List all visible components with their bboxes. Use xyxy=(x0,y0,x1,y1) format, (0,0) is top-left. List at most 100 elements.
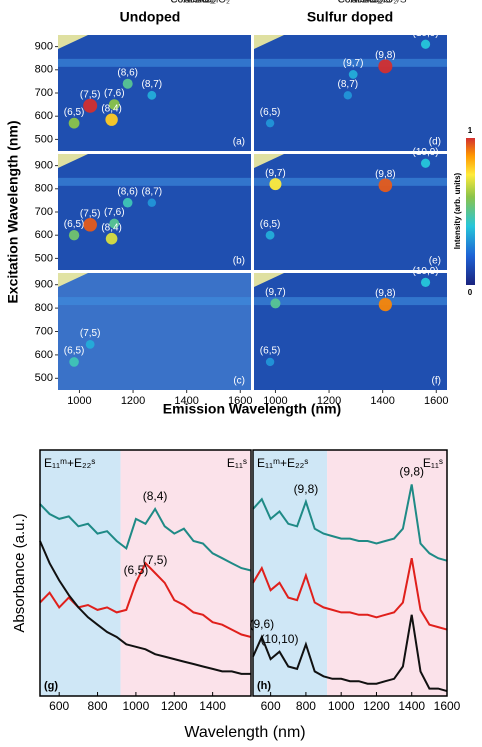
map-background xyxy=(254,273,447,390)
spot-label: (6,5) xyxy=(64,219,85,230)
scatter-corner xyxy=(58,35,88,49)
y-tick-label: 500 xyxy=(35,372,53,384)
spot-label: (8,7) xyxy=(142,79,163,90)
spot-label: (9,8) xyxy=(375,169,396,180)
series-label: CoN/SiO₂ xyxy=(170,0,213,6)
panel-label: (a) xyxy=(233,137,245,148)
x-tick-label: 1200 xyxy=(363,699,390,713)
y-tick-label: 600 xyxy=(35,229,53,241)
spot-label: (8,6) xyxy=(117,186,138,197)
y-axis-title: Excitation Wavelength (nm) xyxy=(5,120,21,303)
spot-label: (8,7) xyxy=(338,79,359,90)
x-axis-title: Emission Wavelength (nm) xyxy=(163,401,341,417)
spot-label: (9,7) xyxy=(265,287,286,298)
x-tick-label: 1200 xyxy=(161,699,188,713)
x-tick-label: 800 xyxy=(88,699,108,713)
map-band xyxy=(58,177,251,186)
y-axis-title: Absorbance (a.u.) xyxy=(11,513,28,632)
pl-spot xyxy=(420,39,431,49)
map-band xyxy=(254,177,447,186)
spot-label: (7,5) xyxy=(80,208,101,219)
pl-spot xyxy=(265,230,275,240)
pl-spot xyxy=(265,357,275,367)
y-tick-label: 700 xyxy=(35,325,53,337)
region xyxy=(40,450,121,696)
pl-spot xyxy=(270,298,281,309)
y-tick-label: 500 xyxy=(35,252,53,264)
spot-label: (10,9) xyxy=(412,266,438,277)
spot-label: (10,9) xyxy=(412,28,438,39)
map-background xyxy=(58,154,251,270)
spot-label: (9,7) xyxy=(343,58,364,69)
x-tick-label: 1000 xyxy=(67,395,91,407)
pl-spot xyxy=(265,118,275,128)
spot-label: (6,5) xyxy=(64,346,85,357)
spot-label: (8,4) xyxy=(101,103,122,114)
x-tick-label: 1000 xyxy=(263,395,287,407)
y-tick-label: 900 xyxy=(35,41,53,53)
pl-spot xyxy=(108,99,120,110)
spot-label: (8,4) xyxy=(101,222,122,233)
spot-label: (8,7) xyxy=(142,186,163,197)
spectrum-line xyxy=(252,484,448,562)
colorbar-tick-label: 1 xyxy=(468,126,473,135)
scatter-corner xyxy=(58,154,88,168)
y-tick-label: 500 xyxy=(35,133,53,145)
pl-spot xyxy=(105,232,118,245)
plot-frame xyxy=(252,449,448,697)
region-label: E₁₁ˢ xyxy=(227,456,247,470)
colorbar-title: Intensity (arb. units) xyxy=(453,172,462,249)
spectrum-line xyxy=(39,540,251,675)
peak-label: (9,8) xyxy=(294,482,319,496)
x-tick-label: 1400 xyxy=(370,395,394,407)
map-background xyxy=(58,273,251,390)
scatter-corner xyxy=(254,273,284,287)
y-tick-label: 900 xyxy=(35,160,53,172)
spectrum-line xyxy=(39,503,252,572)
pl-spot xyxy=(122,197,133,208)
pl-spot xyxy=(83,98,98,113)
y-tick-label: 800 xyxy=(35,183,53,195)
region xyxy=(253,450,328,696)
peak-label: (8,4) xyxy=(143,489,168,503)
pl-spot xyxy=(420,158,431,168)
x-tick-label: 600 xyxy=(261,699,281,713)
region-label: E₁₁ˢ xyxy=(423,456,443,470)
y-tick-label: 800 xyxy=(35,302,53,314)
x-tick-label: 800 xyxy=(296,699,316,713)
spectrum-line xyxy=(252,614,448,693)
x-tick-label: 1200 xyxy=(121,395,145,407)
x-tick-label: 1000 xyxy=(328,699,355,713)
peak-label: (9,6) xyxy=(249,617,274,631)
panel-label: (h) xyxy=(257,680,271,692)
panel-label: (d) xyxy=(429,137,441,148)
scatter-corner xyxy=(254,154,284,168)
colorbar-tick-label: 0 xyxy=(468,288,473,297)
x-tick-label: 1400 xyxy=(398,699,425,713)
spot-label: (7,5) xyxy=(80,328,101,339)
pl-spot xyxy=(105,113,118,126)
pl-spot xyxy=(348,70,358,79)
pl-spot xyxy=(109,218,120,229)
pl-spot xyxy=(147,198,157,207)
x-tick-label: 1200 xyxy=(317,395,341,407)
x-tick-label: 1600 xyxy=(434,699,461,713)
spot-label: (9,8) xyxy=(375,288,396,299)
spot-label: (7,6) xyxy=(104,88,125,99)
x-tick-label: 1000 xyxy=(123,699,150,713)
spot-label: (7,5) xyxy=(80,89,101,100)
x-tick-label: 1400 xyxy=(174,395,198,407)
spot-label: (7,6) xyxy=(104,207,125,218)
series-label: CoCl/SiO₂/S xyxy=(338,0,393,6)
pl-spot xyxy=(69,357,79,367)
y-tick-label: 800 xyxy=(35,64,53,76)
spot-label: (6,5) xyxy=(260,346,281,357)
region xyxy=(120,450,252,696)
pl-spot xyxy=(378,59,393,74)
panel-label: (e) xyxy=(429,256,441,267)
panel-label: (f) xyxy=(432,376,441,387)
pl-spot xyxy=(68,230,80,241)
map-band xyxy=(58,297,251,306)
x-tick-label: 1600 xyxy=(228,395,252,407)
pl-spot xyxy=(83,217,97,232)
